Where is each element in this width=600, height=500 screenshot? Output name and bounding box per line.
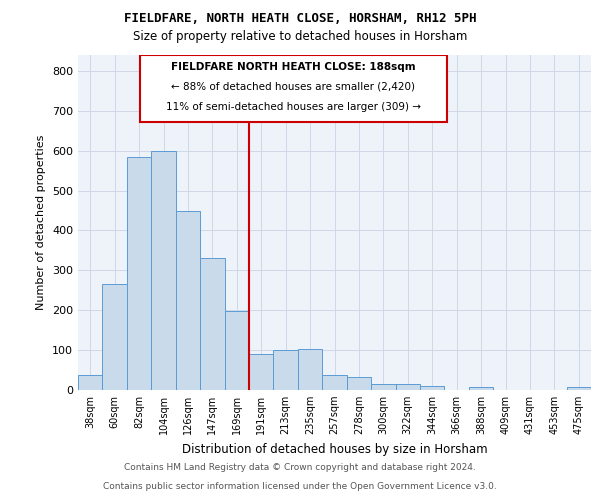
Bar xyxy=(249,354,274,390)
Bar xyxy=(224,311,249,390)
Text: Contains public sector information licensed under the Open Government Licence v3: Contains public sector information licen… xyxy=(103,482,497,491)
Bar xyxy=(347,377,371,390)
Text: Size of property relative to detached houses in Horsham: Size of property relative to detached ho… xyxy=(133,30,467,43)
Bar xyxy=(371,384,395,390)
Bar xyxy=(395,384,420,390)
FancyBboxPatch shape xyxy=(140,55,448,122)
Bar xyxy=(176,210,200,390)
Bar xyxy=(566,387,591,390)
Bar xyxy=(78,375,103,390)
Text: FIELDFARE, NORTH HEATH CLOSE, HORSHAM, RH12 5PH: FIELDFARE, NORTH HEATH CLOSE, HORSHAM, R… xyxy=(124,12,476,26)
Text: FIELDFARE NORTH HEATH CLOSE: 188sqm: FIELDFARE NORTH HEATH CLOSE: 188sqm xyxy=(171,62,416,72)
Bar xyxy=(322,375,347,390)
Bar xyxy=(298,349,322,390)
Text: ← 88% of detached houses are smaller (2,420): ← 88% of detached houses are smaller (2,… xyxy=(172,82,415,92)
Text: Contains HM Land Registry data © Crown copyright and database right 2024.: Contains HM Land Registry data © Crown c… xyxy=(124,464,476,472)
Bar xyxy=(420,386,445,390)
Bar xyxy=(274,350,298,390)
Bar xyxy=(469,387,493,390)
Bar xyxy=(200,258,224,390)
Text: 11% of semi-detached houses are larger (309) →: 11% of semi-detached houses are larger (… xyxy=(166,102,421,112)
Bar xyxy=(103,284,127,390)
X-axis label: Distribution of detached houses by size in Horsham: Distribution of detached houses by size … xyxy=(182,442,487,456)
Bar xyxy=(127,156,151,390)
Y-axis label: Number of detached properties: Number of detached properties xyxy=(37,135,46,310)
Bar xyxy=(151,150,176,390)
